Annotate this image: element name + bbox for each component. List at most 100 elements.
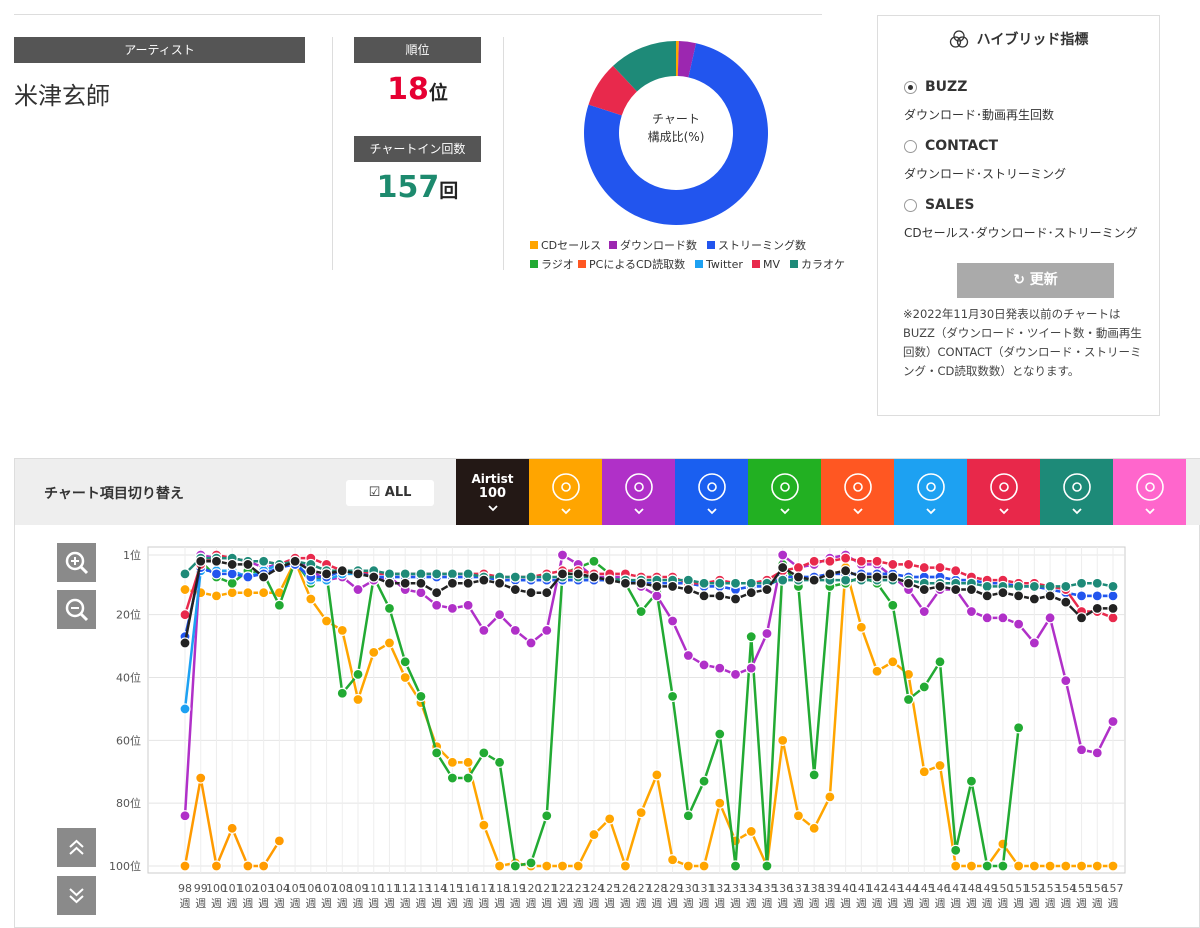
x-tick-label: 117 週: [473, 882, 494, 910]
tabs: Airtist 100: [456, 459, 1186, 525]
data-point: [478, 624, 490, 636]
data-point: [619, 577, 632, 589]
data-point: [399, 656, 411, 668]
data-point: [210, 555, 223, 567]
radio[interactable]: [904, 80, 917, 94]
chart-tab[interactable]: Airtist 100: [456, 459, 529, 525]
data-point: [258, 587, 270, 599]
data-point: [352, 568, 364, 580]
all-checkbox[interactable]: ☑ ALL: [346, 480, 434, 506]
data-point: [179, 703, 191, 715]
data-point: [462, 568, 474, 580]
data-point: [934, 656, 946, 668]
zoom-out[interactable]: [57, 590, 96, 629]
data-point: [415, 690, 427, 702]
data-point: [902, 558, 915, 571]
data-point: [541, 587, 553, 599]
data-point: [1013, 580, 1025, 593]
x-tick-label: 105 週: [285, 882, 306, 910]
data-point: [1107, 715, 1119, 728]
hybrid-option[interactable]: CONTACT: [904, 138, 998, 154]
radio[interactable]: [904, 198, 917, 212]
data-point: [289, 555, 301, 567]
data-point: [446, 568, 458, 580]
x-tick-label: 146 週: [929, 882, 950, 910]
artist-label: アーティスト: [14, 37, 305, 63]
x-tick-label: 113 週: [410, 882, 431, 910]
x-tick-label: 106 週: [300, 882, 321, 910]
data-point: [871, 571, 883, 583]
all-label: ALL: [384, 485, 412, 500]
x-tick-label: 156 週: [1087, 882, 1108, 910]
y-tick-label: 60位: [116, 733, 141, 747]
x-tick-label: 154 週: [1055, 882, 1076, 910]
data-point: [729, 860, 742, 872]
x-tick-label: 125 週: [599, 882, 620, 910]
data-point: [541, 571, 553, 583]
data-point: [934, 580, 946, 593]
legend-swatch: [695, 260, 703, 268]
data-point: [493, 860, 506, 872]
chart-tab[interactable]: [821, 459, 894, 525]
data-point: [981, 580, 993, 593]
x-tick-label: 124 週: [583, 882, 604, 910]
data-point: [179, 860, 191, 872]
data-point: [415, 568, 427, 580]
zoom-in[interactable]: [57, 543, 96, 582]
data-point: [242, 558, 254, 571]
x-tick-label: 116 週: [458, 882, 479, 910]
data-point: [493, 609, 506, 621]
data-point: [1028, 580, 1040, 593]
chart-tab[interactable]: [748, 459, 821, 525]
data-point: [226, 568, 238, 580]
chart-tab[interactable]: [529, 459, 602, 525]
data-point: [666, 854, 679, 866]
data-point: [792, 571, 805, 583]
data-point: [604, 574, 616, 586]
data-point: [714, 590, 726, 602]
option-desc: ダウンロード･ストリーミング: [904, 167, 1067, 181]
radio[interactable]: [904, 139, 917, 153]
scroll-down[interactable]: [57, 876, 96, 915]
refresh-button[interactable]: ↻ 更新: [957, 263, 1114, 298]
data-point: [588, 828, 600, 841]
data-point: [525, 857, 537, 869]
chart-in-unit: 回: [439, 180, 459, 202]
data-point: [745, 577, 757, 589]
x-tick-label: 99 週: [194, 882, 208, 910]
chart-tab[interactable]: [967, 459, 1040, 525]
data-point: [258, 555, 270, 567]
legend-label: MV: [763, 258, 780, 271]
chart-tab[interactable]: [1113, 459, 1186, 525]
tab-chevron: [706, 507, 717, 514]
data-point: [902, 693, 915, 706]
data-point: [431, 599, 443, 611]
tab-chevron: [487, 505, 498, 512]
tab-icon: [770, 472, 799, 501]
data-point: [824, 555, 836, 567]
data-point: [714, 797, 726, 809]
option-desc: CDセールス･ダウンロード･ストリーミング: [904, 226, 1138, 240]
data-point: [179, 810, 191, 822]
refresh-label: 更新: [1029, 272, 1058, 288]
scroll-up[interactable]: [57, 828, 96, 867]
hybrid-option[interactable]: BUZZ: [904, 79, 967, 95]
data-point: [950, 860, 962, 872]
chart-tab[interactable]: [894, 459, 967, 525]
data-point: [1075, 577, 1088, 589]
data-point: [918, 681, 930, 693]
data-point: [368, 646, 380, 658]
x-tick-label: 109 週: [348, 882, 369, 910]
donut-segment: [677, 41, 697, 78]
data-point: [792, 561, 805, 574]
data-point: [855, 621, 867, 633]
chart-tab[interactable]: [602, 459, 675, 525]
data-point: [541, 624, 553, 636]
data-point: [1107, 612, 1119, 624]
chart-tab[interactable]: [1040, 459, 1113, 525]
hybrid-option[interactable]: SALES: [904, 197, 975, 213]
x-tick-label: 100 週: [206, 882, 227, 910]
data-point: [682, 574, 694, 586]
chart-tab[interactable]: [675, 459, 748, 525]
